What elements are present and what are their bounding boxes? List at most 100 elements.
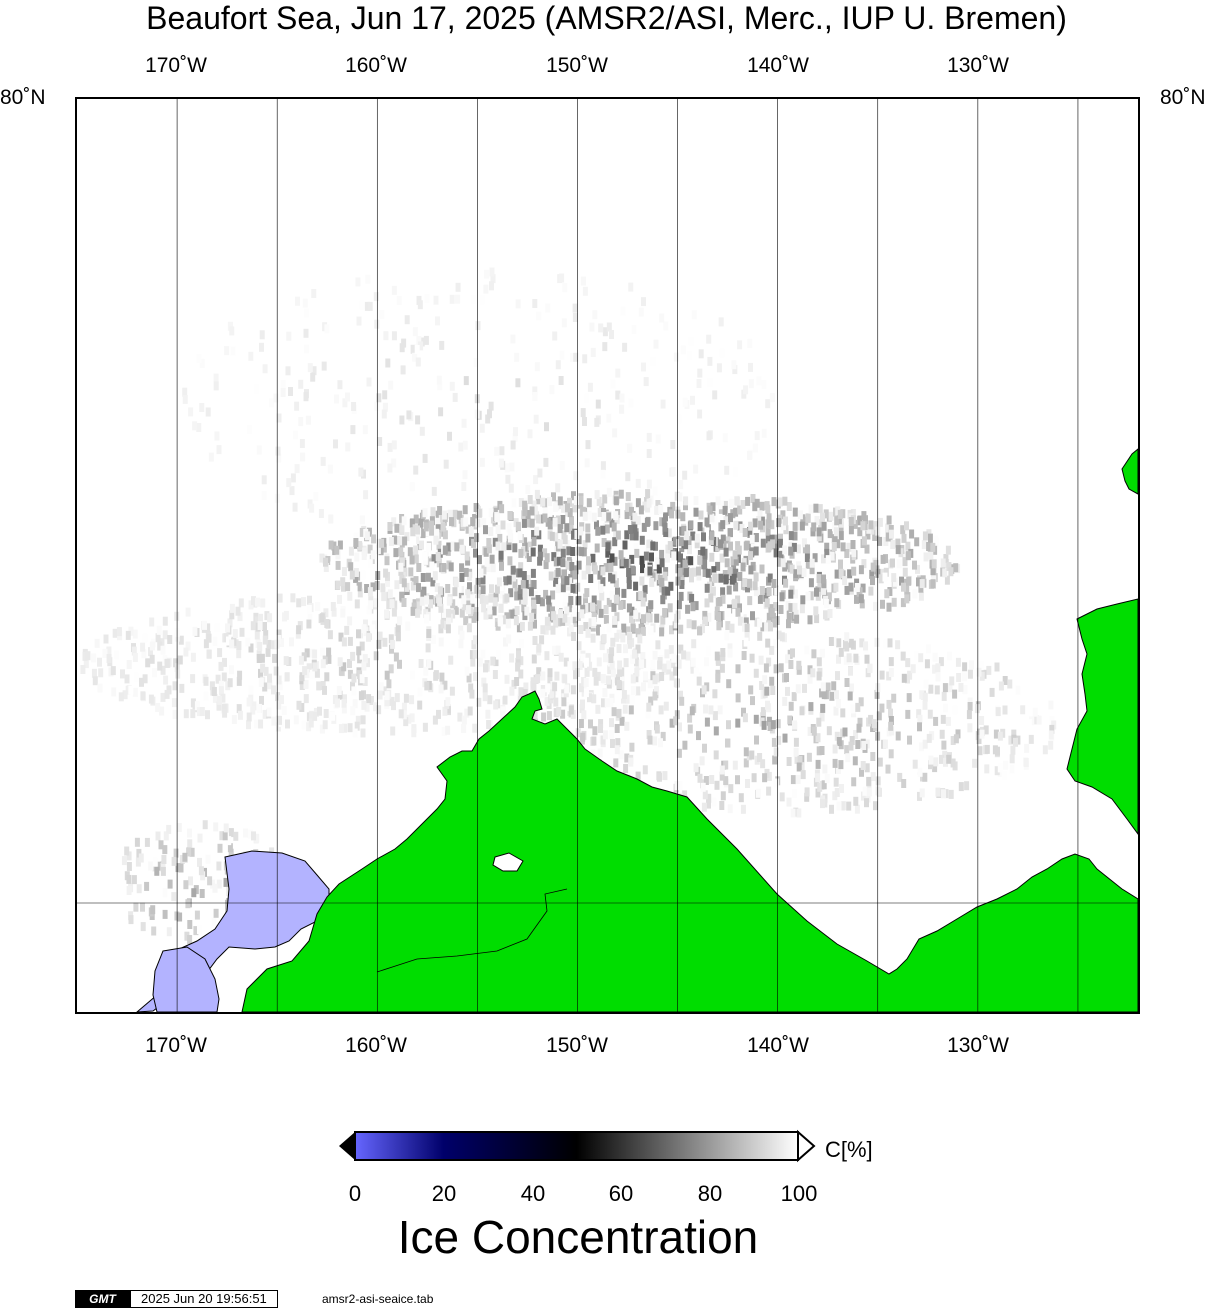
ice-pixel (561, 530, 567, 540)
ice-pixel (683, 496, 689, 506)
ice-pixel (510, 440, 516, 450)
ice-pixel (884, 589, 890, 599)
ice-pixel (562, 535, 568, 545)
ice-pixel (638, 505, 644, 515)
ice-pixel (355, 277, 361, 287)
ice-pixel (682, 470, 688, 480)
ice-pixel (581, 570, 587, 580)
ice-pixel (382, 468, 388, 478)
ice-pixel (1010, 745, 1016, 755)
ice-pixel (671, 551, 677, 561)
ice-pixel (286, 657, 292, 666)
ice-pixel (601, 538, 607, 547)
ice-pixel (554, 671, 560, 681)
ice-pixel (535, 595, 541, 604)
ice-pixel (723, 760, 729, 770)
ice-pixel (905, 658, 911, 668)
ice-pixel (229, 610, 235, 620)
ice-pixel (932, 664, 938, 674)
ice-pixel (568, 596, 574, 605)
ice-pixel (709, 513, 715, 523)
ice-pixel (519, 638, 525, 648)
ice-pixel (870, 562, 876, 572)
ice-pixel (802, 683, 807, 693)
ice-pixel (657, 772, 662, 782)
ice-pixel (776, 518, 782, 528)
ice-pixel (152, 668, 157, 678)
ice-pixel (723, 540, 729, 550)
ice-pixel (506, 523, 512, 533)
ice-pixel (612, 537, 618, 547)
ice-pixel (261, 475, 267, 485)
ice-pixel (711, 797, 717, 807)
ice-pixel (177, 655, 183, 665)
ice-pixel (720, 791, 726, 801)
ice-pixel (949, 676, 955, 686)
ice-pixel (758, 655, 764, 665)
ice-pixel (126, 874, 132, 884)
ice-pixel (459, 630, 465, 640)
ice-pixel (420, 573, 426, 582)
ice-pixel (106, 646, 112, 656)
ice-pixel (368, 696, 374, 705)
ice-pixel (275, 722, 281, 732)
ice-pixel (296, 598, 302, 608)
ice-pixel (222, 831, 228, 841)
ice-pixel (861, 559, 867, 569)
ice-pixel (536, 311, 542, 321)
ice-pixel (348, 546, 354, 556)
ice-pixel (826, 726, 832, 736)
ice-pixel (484, 557, 490, 567)
ice-pixel (568, 705, 574, 715)
ice-pixel (743, 758, 749, 768)
ice-pixel (110, 666, 116, 676)
ice-pixel (765, 535, 771, 545)
ice-pixel (184, 931, 190, 941)
ice-pixel (239, 627, 245, 637)
ice-pixel (744, 623, 750, 633)
ice-pixel (341, 698, 347, 708)
ice-pixel (376, 705, 382, 715)
ice-pixel (602, 730, 608, 740)
ice-pixel (431, 596, 437, 605)
ice-pixel (500, 711, 506, 721)
ice-pixel (666, 528, 672, 538)
ice-pixel (423, 609, 429, 619)
ice-pixel (145, 658, 151, 668)
ice-pixel (747, 338, 753, 348)
ice-pixel (627, 639, 633, 649)
ice-pixel (156, 861, 162, 871)
ice-pixel (942, 750, 948, 760)
ice-pixel (1036, 715, 1042, 725)
ice-pixel (326, 654, 332, 664)
ice-pixel (595, 704, 601, 714)
ice-pixel (331, 541, 337, 551)
ice-pixel (747, 596, 753, 606)
ice-pixel (947, 683, 953, 693)
ice-pixel (917, 767, 923, 777)
ice-pixel (602, 327, 608, 337)
ice-pixel (453, 605, 459, 615)
ice-pixel (248, 643, 254, 653)
ice-pixel (690, 531, 696, 541)
ice-pixel (289, 637, 294, 647)
ice-pixel (848, 741, 854, 751)
ice-pixel (454, 542, 460, 552)
ice-pixel (601, 634, 607, 644)
ice-pixel (793, 737, 799, 747)
ice-pixel (760, 712, 766, 722)
ice-pixel (719, 765, 725, 775)
ice-pixel (608, 562, 614, 572)
ice-pixel (305, 415, 311, 425)
ice-pixel (277, 593, 283, 603)
ice-pixel (392, 535, 397, 545)
ice-pixel (821, 579, 827, 589)
ice-pixel (417, 300, 423, 310)
ice-pixel (432, 715, 438, 725)
ice-pixel (606, 322, 612, 332)
ice-pixel (532, 619, 537, 629)
ice-pixel (732, 760, 738, 770)
ice-pixel (735, 664, 741, 674)
ice-pixel (844, 642, 850, 652)
ice-pixel (306, 663, 312, 673)
